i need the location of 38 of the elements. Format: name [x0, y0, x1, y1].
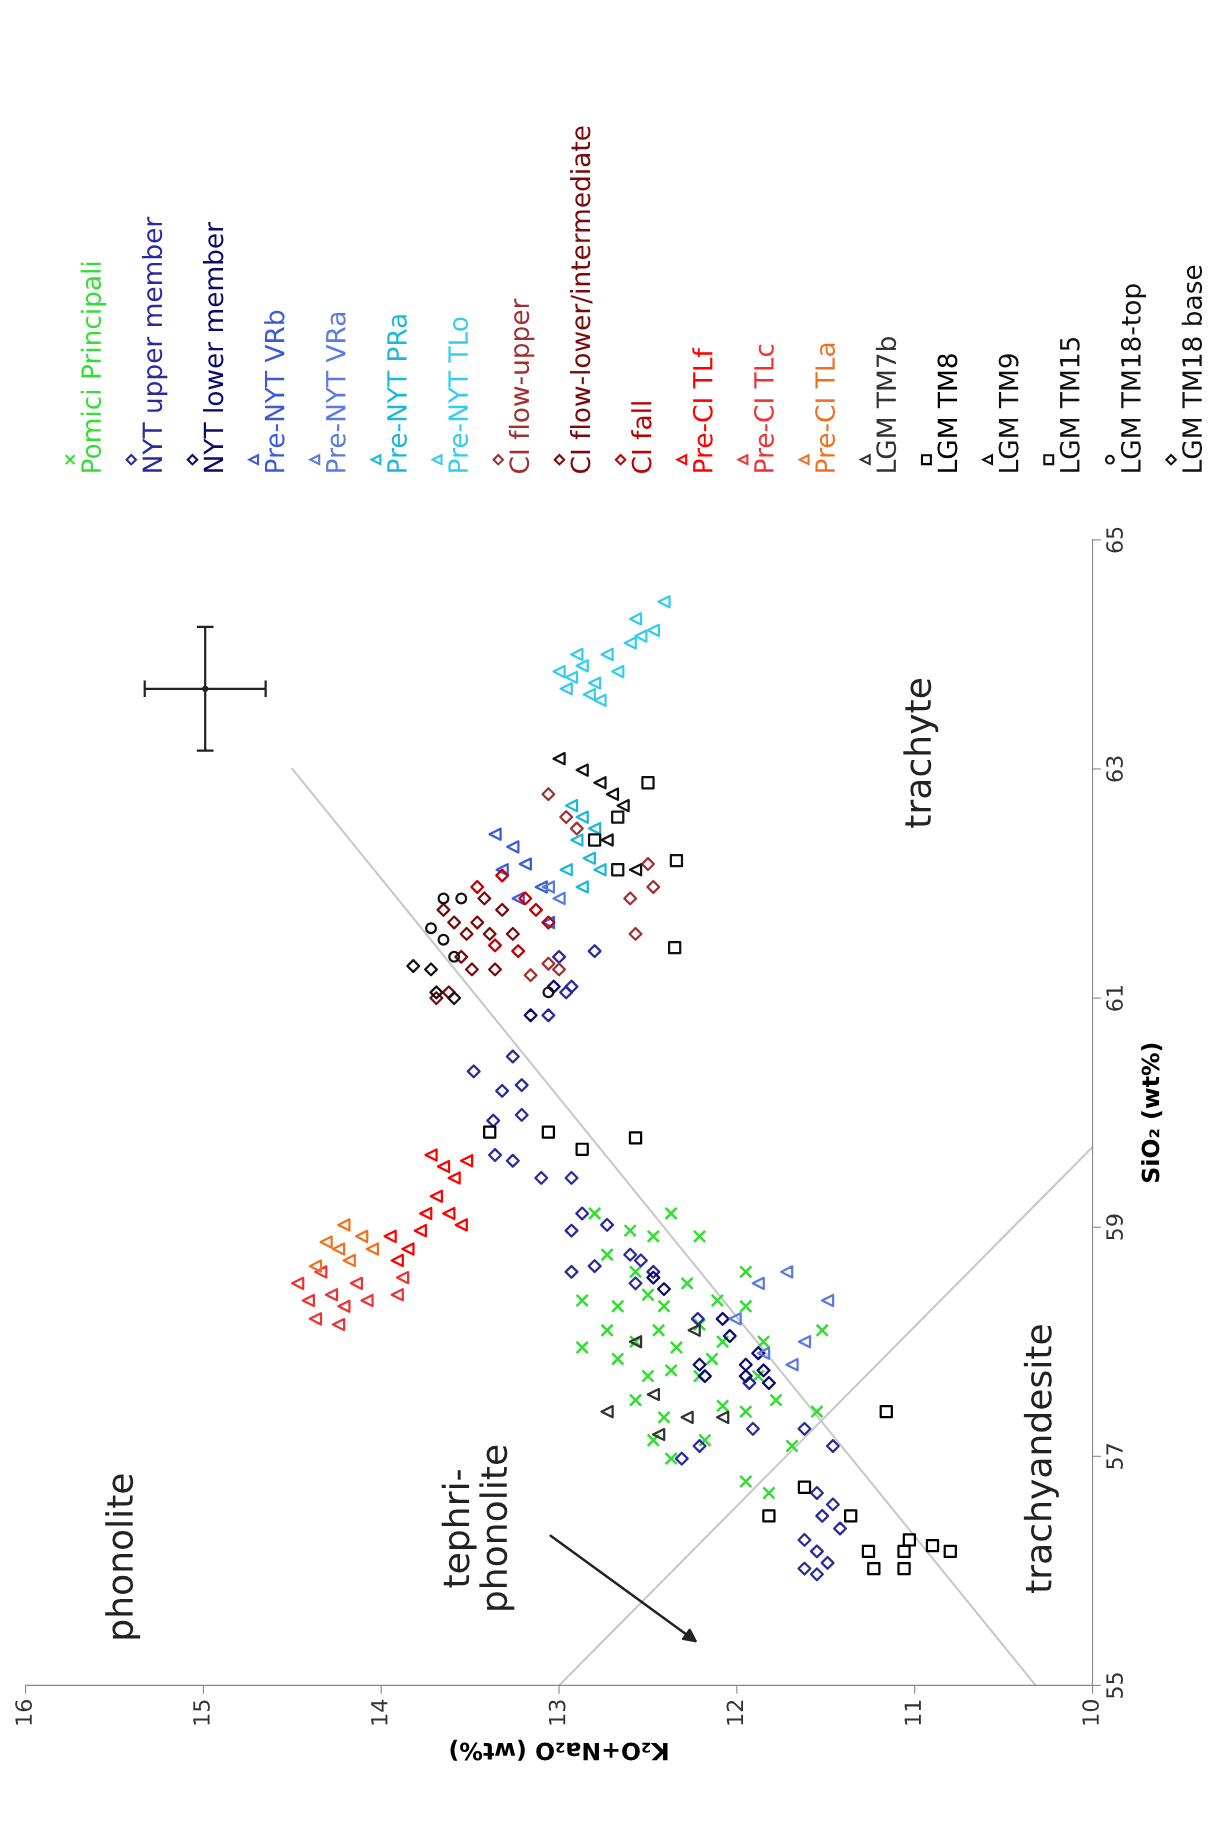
text: Pre-CI TLa — [815, 343, 836, 472]
text: Pre-NYT PRa — [387, 315, 407, 472]
y-tick-label: 59 — [1106, 1214, 1123, 1240]
text: Pre-NYT VRa — [326, 312, 346, 472]
x-tick-label: 12 — [726, 1700, 744, 1725]
text: NYT lower member — [202, 222, 224, 472]
text: LGM TM8 — [937, 354, 958, 472]
text: NYT upper member — [141, 216, 168, 472]
x-axis-title: K₂O+Na₂O (wt%) — [450, 1739, 668, 1761]
x-tick-label: 13 — [548, 1700, 566, 1725]
y-tick-label: 61 — [1106, 986, 1123, 1011]
x-tick-label: 15 — [193, 1700, 210, 1725]
y-tick-label: 65 — [1106, 527, 1123, 553]
x-tick-label: 14 — [371, 1699, 388, 1725]
text: LGM TM18-top — [1120, 284, 1146, 472]
x-tick-label: 11 — [904, 1700, 921, 1725]
text: LGM TM9 — [998, 354, 1019, 472]
annotation: tephri- phonolite — [441, 1445, 515, 1610]
text: LGM TM7b — [875, 337, 897, 472]
text: CI flow-lower/intermediate — [569, 126, 593, 473]
text: Pre-CI TLc — [753, 344, 774, 472]
y-tick-label: 63 — [1106, 756, 1123, 782]
y-tick-label: 57 — [1106, 1444, 1123, 1469]
y-tick-label: 55 — [1106, 1673, 1123, 1698]
text: CI fall — [631, 402, 652, 473]
y-axis-title: SiO₂ (wt%) — [1141, 1043, 1163, 1182]
text: Pre-NYT VRb — [264, 310, 285, 472]
text: LGM TM18 base — [1181, 265, 1203, 472]
text: LGM TM15 — [1059, 337, 1080, 472]
annotation: trachyte — [903, 679, 939, 828]
text: Pre-CI TLf — [692, 347, 713, 472]
text: CI flow-upper — [508, 298, 535, 473]
annotation: trachyandesite — [1023, 1325, 1059, 1593]
x-tick-label: 10 — [1082, 1700, 1099, 1725]
text: Pomici Principali — [80, 262, 107, 472]
text: Pre-NYT TLo — [448, 317, 469, 472]
x-tick-label: 16 — [15, 1700, 33, 1725]
annotation: phonolite — [105, 1474, 141, 1639]
